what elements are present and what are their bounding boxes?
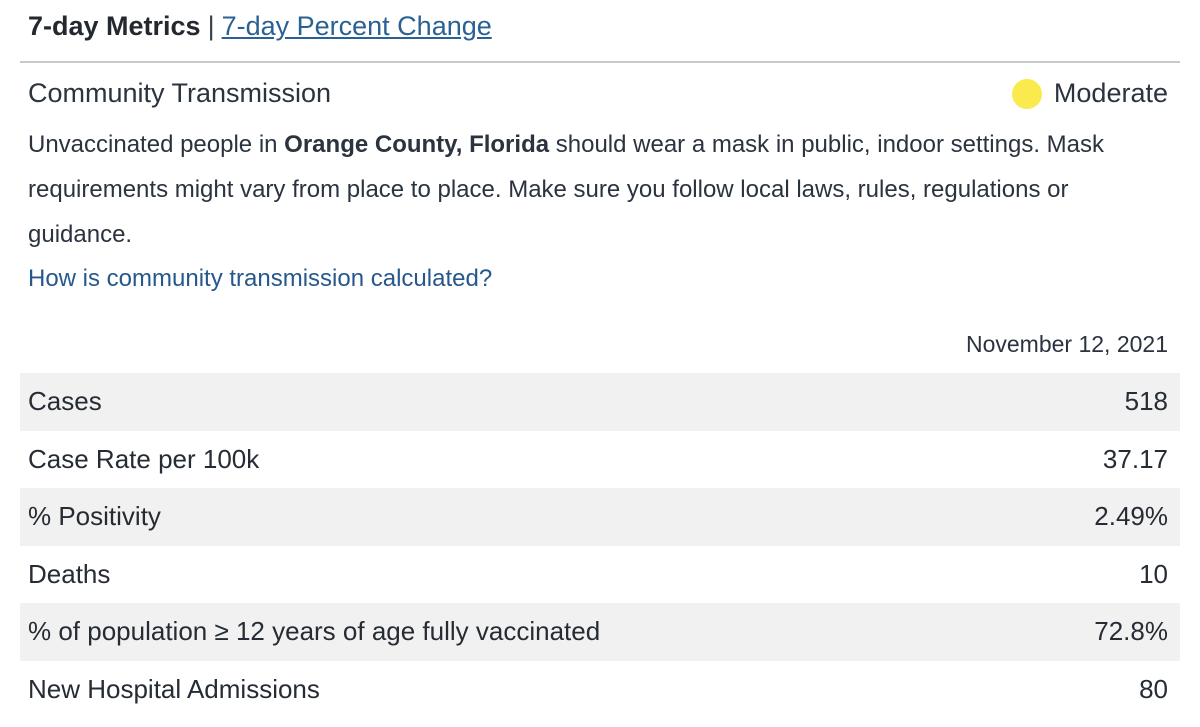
metric-label: % of population ≥ 12 years of age fully … <box>28 616 601 647</box>
metric-value: 10 <box>1139 558 1168 589</box>
metrics-table: Cases 518 Case Rate per 100k 37.17 % Pos… <box>20 373 1180 718</box>
transmission-description: Unvaccinated people in Orange County, Fl… <box>0 109 1200 257</box>
community-transmission-row: Community Transmission Moderate <box>0 63 1200 109</box>
metric-value: 37.17 <box>1102 443 1168 474</box>
transmission-level-dot-icon <box>1011 78 1042 109</box>
description-suffix: should wear a mask in public, indoor set… <box>28 131 1105 248</box>
page-title: 7-day Metrics <box>28 11 201 41</box>
table-row-positivity: % Positivity 2.49% <box>20 488 1180 546</box>
title-separator: | <box>207 11 215 41</box>
how-calculated-link[interactable]: How is community transmission calculated… <box>28 265 493 292</box>
description-prefix: Unvaccinated people in <box>28 131 285 158</box>
metric-label: Cases <box>28 386 102 417</box>
table-row-vaccinated: % of population ≥ 12 years of age fully … <box>20 603 1180 661</box>
description-location: Orange County, Florida <box>284 131 550 158</box>
metric-value: 80 <box>1139 673 1168 704</box>
header-divider <box>20 61 1180 63</box>
metric-label: Case Rate per 100k <box>28 443 260 474</box>
metrics-date: November 12, 2021 <box>965 331 1168 357</box>
seven-day-percent-change-link[interactable]: 7-day Percent Change <box>221 11 492 41</box>
metric-value: 72.8% <box>1094 616 1168 647</box>
metric-label: % Positivity <box>28 501 161 532</box>
table-row-cases: Cases 518 <box>20 373 1180 431</box>
metric-value: 2.49% <box>1094 501 1168 532</box>
table-row-hospital-admissions: New Hospital Admissions 80 <box>20 661 1180 719</box>
table-row-case-rate: Case Rate per 100k 37.17 <box>20 431 1180 489</box>
table-row-deaths: Deaths 10 <box>20 546 1180 604</box>
community-transmission-label: Community Transmission <box>28 78 332 108</box>
transmission-level-text: Moderate <box>1053 78 1168 108</box>
metric-label: Deaths <box>28 558 111 589</box>
transmission-level: Moderate <box>1011 78 1168 109</box>
metric-value: 518 <box>1124 386 1168 417</box>
panel-header: 7-day Metrics | 7-day Percent Change <box>0 0 1200 45</box>
metric-label: New Hospital Admissions <box>28 673 320 704</box>
